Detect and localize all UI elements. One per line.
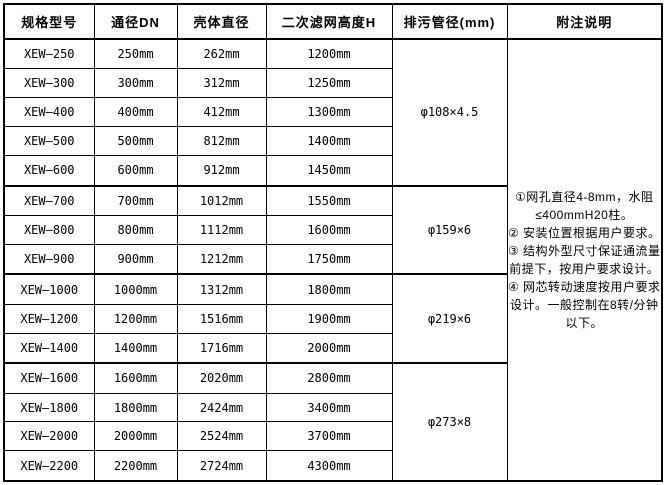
model-cell: XEW—2200 <box>3 450 95 482</box>
column-header-drain: 排污管径(mm) <box>391 3 508 40</box>
model-cell: XEW—1600 <box>3 362 95 394</box>
drain-pipe-cell: φ159×6 <box>391 184 508 275</box>
spec-row: XEW—500 500mm 812mm 1400mm <box>3 126 662 157</box>
dn-cell: 600mm <box>93 155 178 187</box>
shell-cell: 312mm <box>176 68 267 99</box>
dn-cell: 2000mm <box>93 421 178 452</box>
height-cell: 1450mm <box>265 155 393 187</box>
shell-cell: 2424mm <box>176 392 267 423</box>
model-cell: XEW—1800 <box>3 392 95 423</box>
spec-row: XEW—800 800mm 1112mm 1600mm <box>3 215 662 245</box>
note-line: ③ 结构外型尺寸保证通流量前提下，按用户要求设计。 <box>507 244 661 276</box>
dn-cell: 1600mm <box>93 362 178 394</box>
shell-cell: 412mm <box>176 97 267 128</box>
shell-cell: 1516mm <box>176 303 267 334</box>
height-cell: 2800mm <box>265 362 393 394</box>
model-cell: XEW—2000 <box>3 421 95 452</box>
model-cell: XEW—700 <box>3 184 95 217</box>
notes-cell: ①网孔直径4-8mm，水阻≤400mmH20柱。 ② 安装位置根据用户要求。 ③… <box>506 38 663 482</box>
model-cell: XEW—600 <box>3 155 95 187</box>
shell-cell: 812mm <box>176 126 267 157</box>
column-header-shell: 壳体直径 <box>176 3 267 40</box>
model-cell: XEW—500 <box>3 126 95 157</box>
shell-cell: 2524mm <box>176 421 267 452</box>
drain-pipe-cell: φ273×8 <box>391 362 508 482</box>
spec-row: XEW—1000 1000mm 1312mm 1800mm φ219×6 <box>3 273 662 364</box>
shell-cell: 1012mm <box>176 184 267 217</box>
column-header-model: 规格型号 <box>3 3 95 40</box>
model-cell: XEW—300 <box>3 68 95 99</box>
shell-cell: 1716mm <box>176 332 267 364</box>
spec-row: XEW—1200 1200mm 1516mm 1900mm <box>3 303 662 334</box>
height-cell: 4300mm <box>265 450 393 482</box>
dn-cell: 1000mm <box>93 273 178 305</box>
dn-cell: 900mm <box>93 243 178 275</box>
dn-cell: 250mm <box>93 38 178 70</box>
column-header-dn: 通径DN <box>93 3 178 40</box>
shell-cell: 1112mm <box>176 215 267 245</box>
spec-row: XEW—700 700mm 1012mm 1550mm φ159×6 <box>3 184 662 275</box>
model-cell: XEW—1400 <box>3 332 95 364</box>
model-cell: XEW—250 <box>3 38 95 70</box>
drain-pipe-cell: φ108×4.5 <box>391 38 508 187</box>
header-row: 规格型号 通径DN 壳体直径 二次滤网高度H 排污管径(mm) 附注说明 <box>3 3 663 40</box>
column-header-notes: 附注说明 <box>506 3 663 40</box>
spec-row: XEW—1600 1600mm 2020mm 2800mm φ273×8 <box>3 362 662 482</box>
shell-cell: 1212mm <box>176 243 267 275</box>
spec-table: 规格型号 通径DN 壳体直径 二次滤网高度H 排污管径(mm) 附注说明 XEW… <box>3 3 663 482</box>
spec-row: XEW—400 400mm 412mm 1300mm <box>3 97 662 128</box>
height-cell: 3400mm <box>265 392 393 423</box>
spec-row: XEW—900 900mm 1212mm 1750mm <box>3 243 662 275</box>
spec-row: XEW—250 250mm 262mm 1200mm φ108×4.5 ①网孔直… <box>3 38 663 482</box>
height-cell: 1300mm <box>265 97 393 128</box>
note-line: ② 安装位置根据用户要求。 <box>507 226 661 240</box>
dn-cell: 800mm <box>93 215 178 245</box>
model-cell: XEW—800 <box>3 215 95 245</box>
height-cell: 3700mm <box>265 421 393 452</box>
height-cell: 1200mm <box>265 38 393 70</box>
model-cell: XEW—1200 <box>3 303 95 334</box>
height-cell: 2000mm <box>265 332 393 364</box>
spec-row: XEW—600 600mm 912mm 1450mm <box>3 155 662 187</box>
spec-row: XEW—300 300mm 312mm 1250mm <box>3 68 662 99</box>
height-cell: 1800mm <box>265 273 393 305</box>
note-line: ④ 网芯转动速度按用户要求设计。一般控制在8转/分钟以下。 <box>507 280 661 330</box>
height-cell: 1750mm <box>265 243 393 275</box>
shell-cell: 2020mm <box>176 362 267 394</box>
spec-row: XEW—2200 2200mm 2724mm 4300mm <box>3 450 662 482</box>
height-cell: 1550mm <box>265 184 393 217</box>
dn-cell: 500mm <box>93 126 178 157</box>
spec-row: XEW—1800 1800mm 2424mm 3400mm <box>3 392 662 423</box>
height-cell: 1900mm <box>265 303 393 334</box>
drain-pipe-cell: φ219×6 <box>391 273 508 364</box>
height-cell: 1600mm <box>265 215 393 245</box>
shell-cell: 912mm <box>176 155 267 187</box>
dn-cell: 300mm <box>93 68 178 99</box>
shell-cell: 1312mm <box>176 273 267 305</box>
shell-cell: 2724mm <box>176 450 267 482</box>
model-cell: XEW—900 <box>3 243 95 275</box>
dn-cell: 1800mm <box>93 392 178 423</box>
note-line: ①网孔直径4-8mm，水阻≤400mmH20柱。 <box>514 190 654 222</box>
dn-cell: 400mm <box>93 97 178 128</box>
height-cell: 1400mm <box>265 126 393 157</box>
model-cell: XEW—1000 <box>3 273 95 305</box>
dn-cell: 700mm <box>93 184 178 217</box>
spec-row: XEW—2000 2000mm 2524mm 3700mm <box>3 421 662 452</box>
shell-cell: 262mm <box>176 38 267 70</box>
column-header-height: 二次滤网高度H <box>265 3 393 40</box>
model-cell: XEW—400 <box>3 97 95 128</box>
dn-cell: 1200mm <box>93 303 178 334</box>
dn-cell: 2200mm <box>93 450 178 482</box>
height-cell: 1250mm <box>265 68 393 99</box>
dn-cell: 1400mm <box>93 332 178 364</box>
